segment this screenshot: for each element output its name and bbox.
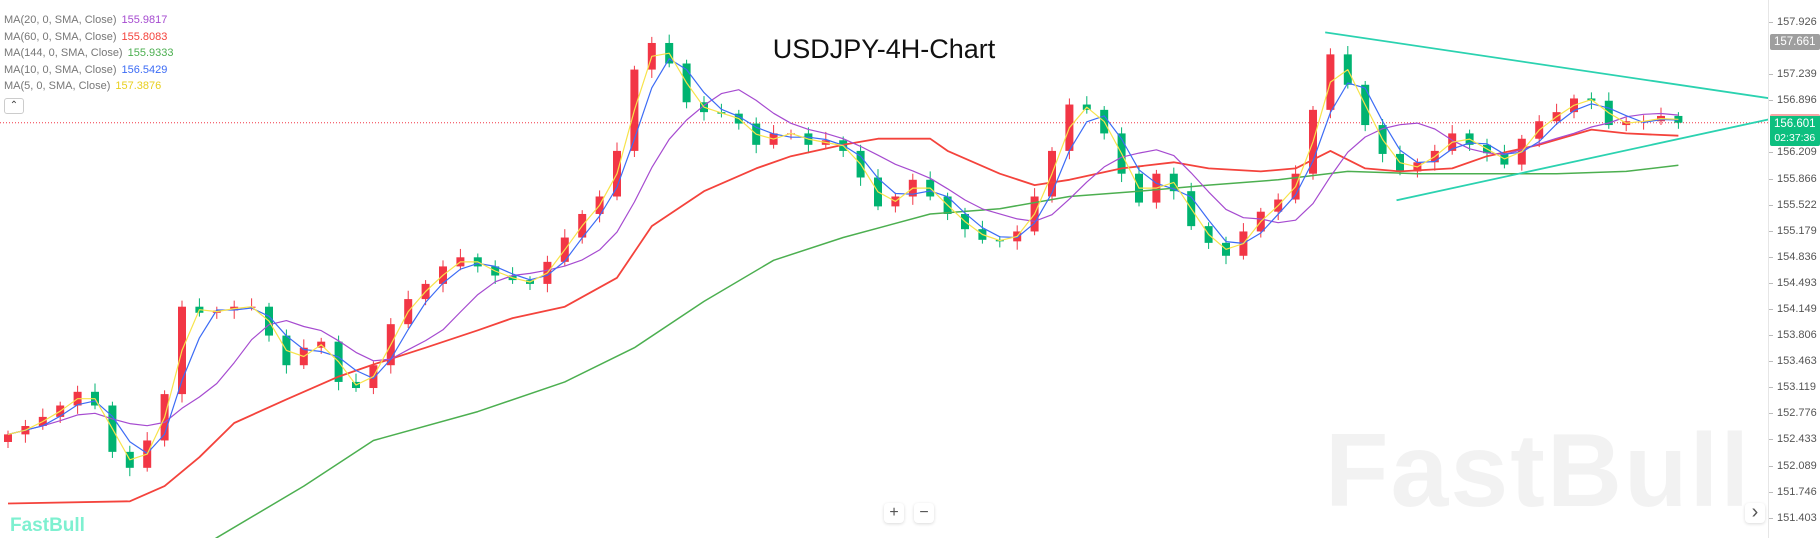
fastbull-logo: FastBull <box>10 515 85 536</box>
candle <box>1274 193 1283 221</box>
ma20-line <box>7 89 1679 435</box>
trendline-lower <box>1396 118 1768 202</box>
candle <box>456 248 465 271</box>
chevron-up-icon: ⌃ <box>9 100 19 111</box>
high-price-tag: 157.661 <box>1770 34 1820 51</box>
candle <box>334 335 343 391</box>
candle <box>421 280 430 306</box>
price-tick: 154.493 <box>1769 276 1817 289</box>
candle <box>995 236 1004 248</box>
price-tick: 154.836 <box>1769 250 1817 263</box>
legend-ma20[interactable]: MA(20, 0, SMA, Close) 155.9817 <box>4 14 168 26</box>
candle <box>439 260 447 293</box>
candle <box>1030 188 1039 236</box>
candle <box>1187 182 1196 230</box>
candle <box>1413 158 1422 178</box>
price-tick: 153.119 <box>1769 381 1816 394</box>
price-tick: 154.149 <box>1769 303 1817 316</box>
candle <box>961 207 969 238</box>
price-tick: 155.179 <box>1769 224 1817 237</box>
scroll-right-button[interactable]: › <box>1745 502 1765 523</box>
last-price-value: 156.601 <box>1774 117 1816 130</box>
candle <box>856 144 865 186</box>
ma144-line <box>214 164 1679 538</box>
ma60-line <box>7 128 1679 505</box>
candle <box>1500 144 1509 169</box>
candle <box>265 302 273 342</box>
legend-ma5[interactable]: MA(5, 0, SMA, Close) 157.3876 <box>4 80 162 92</box>
price-tick: 152.776 <box>1769 407 1817 420</box>
candle <box>1204 222 1213 249</box>
last-price-tag: 156.601 02:37:36 <box>1770 113 1820 146</box>
ma10-line <box>7 58 1679 454</box>
price-tick: 157.926 <box>1769 16 1817 28</box>
candle <box>4 430 12 449</box>
price-tick: 152.089 <box>1769 459 1817 472</box>
legend-collapse-button[interactable]: ⌃ <box>4 98 24 114</box>
bar-countdown: 02:37:36 <box>1774 131 1816 144</box>
candle <box>734 109 743 130</box>
candle <box>891 192 900 213</box>
candle <box>595 190 604 223</box>
candle <box>195 298 204 317</box>
price-axis[interactable]: 157.926 157.239 156.896 156.209 155.866 155.5… <box>1768 0 1820 538</box>
candle <box>1657 107 1665 126</box>
price-tick: 151.403 <box>1769 511 1817 524</box>
watermark: FastBull <box>1325 413 1752 529</box>
candle-body <box>4 434 12 442</box>
indicator-legend: MA(20, 0, SMA, Close) 155.9817 MA(60, 0, … <box>4 12 173 95</box>
price-tick: 155.522 <box>1769 198 1817 211</box>
candle <box>352 373 360 392</box>
price-tick: 151.746 <box>1769 485 1817 498</box>
candle <box>212 306 221 319</box>
price-chart[interactable] <box>0 0 1768 538</box>
chart-title: USDJPY-4H-Chart <box>772 34 996 64</box>
price-tick: 152.433 <box>1769 433 1817 446</box>
candle <box>908 173 917 205</box>
candle <box>125 445 134 477</box>
price-tick: 153.806 <box>1769 329 1817 342</box>
price-tick: 156.896 <box>1769 94 1817 107</box>
price-tick: 156.209 <box>1769 146 1817 159</box>
candle <box>73 385 82 414</box>
candle <box>404 290 413 328</box>
price-tick: 155.866 <box>1769 172 1817 185</box>
legend-ma60[interactable]: MA(60, 0, SMA, Close) 155.8083 <box>4 30 168 43</box>
candle <box>682 59 691 109</box>
trendline-upper <box>1325 31 1768 99</box>
price-tick: 153.463 <box>1769 355 1817 368</box>
candle <box>91 383 99 410</box>
legend-ma10[interactable]: MA(10, 0, SMA, Close) 156.5429 <box>4 63 168 76</box>
zoom-out-button[interactable]: − <box>914 503 934 523</box>
candle <box>926 171 935 201</box>
candle-body <box>1674 115 1683 123</box>
candle <box>769 125 778 149</box>
ma5-line <box>7 52 1679 461</box>
zoom-in-button[interactable]: + <box>884 503 904 523</box>
candle <box>1622 117 1631 132</box>
legend-ma144[interactable]: MA(144, 0, SMA, Close) 155.9333 <box>4 47 174 59</box>
price-tick: 157.239 <box>1769 68 1817 81</box>
